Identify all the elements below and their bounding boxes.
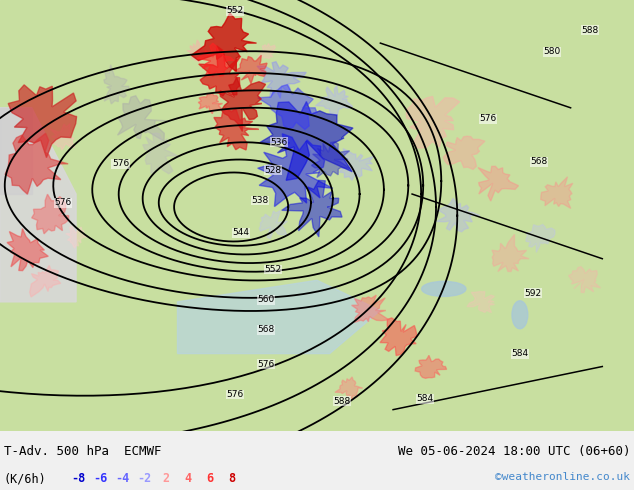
- Polygon shape: [0, 108, 32, 194]
- Polygon shape: [569, 267, 600, 293]
- Text: 544: 544: [233, 228, 249, 237]
- Text: 592: 592: [524, 289, 541, 298]
- Text: 560: 560: [257, 295, 275, 304]
- Text: 588: 588: [333, 396, 351, 406]
- Polygon shape: [492, 234, 529, 271]
- Text: -4: -4: [115, 472, 129, 485]
- Polygon shape: [32, 194, 68, 234]
- Text: 4: 4: [184, 472, 191, 485]
- Text: 576: 576: [112, 159, 129, 169]
- Text: -6: -6: [93, 472, 107, 485]
- Polygon shape: [199, 46, 241, 96]
- Polygon shape: [260, 101, 353, 180]
- Text: 536: 536: [270, 138, 288, 147]
- Text: 584: 584: [416, 394, 434, 403]
- Polygon shape: [5, 133, 68, 194]
- Ellipse shape: [512, 301, 527, 329]
- Polygon shape: [541, 177, 573, 208]
- Text: (K/6h): (K/6h): [4, 472, 47, 485]
- Polygon shape: [436, 198, 480, 232]
- Polygon shape: [257, 62, 306, 98]
- Text: 2: 2: [162, 472, 169, 485]
- Polygon shape: [214, 108, 259, 150]
- Text: 576: 576: [479, 114, 497, 123]
- Polygon shape: [235, 55, 267, 84]
- Polygon shape: [259, 211, 288, 239]
- Ellipse shape: [422, 281, 466, 296]
- Text: 552: 552: [226, 6, 243, 15]
- Polygon shape: [0, 108, 76, 302]
- Polygon shape: [478, 166, 519, 201]
- Polygon shape: [104, 65, 129, 104]
- Text: ©weatheronline.co.uk: ©weatheronline.co.uk: [495, 472, 630, 482]
- Polygon shape: [257, 134, 333, 207]
- Polygon shape: [143, 133, 178, 174]
- Text: 576: 576: [257, 360, 275, 369]
- Text: 588: 588: [581, 25, 598, 35]
- Polygon shape: [117, 96, 166, 141]
- Polygon shape: [220, 77, 266, 131]
- Text: 6: 6: [207, 472, 214, 485]
- Text: 584: 584: [511, 349, 529, 358]
- Polygon shape: [467, 292, 495, 313]
- Polygon shape: [380, 318, 417, 356]
- Polygon shape: [281, 180, 342, 237]
- Polygon shape: [315, 85, 353, 116]
- Text: 576: 576: [55, 198, 72, 207]
- Polygon shape: [50, 123, 75, 150]
- Polygon shape: [30, 265, 61, 297]
- Text: -8: -8: [71, 472, 85, 485]
- Text: 552: 552: [264, 265, 281, 274]
- Polygon shape: [191, 13, 257, 72]
- Polygon shape: [352, 295, 389, 322]
- Polygon shape: [311, 142, 350, 177]
- Text: 568: 568: [257, 325, 275, 334]
- Text: T-Adv. 500 hPa  ECMWF: T-Adv. 500 hPa ECMWF: [4, 445, 162, 458]
- Polygon shape: [526, 224, 555, 252]
- Text: 8: 8: [228, 472, 236, 485]
- Text: 580: 580: [543, 47, 560, 56]
- Text: We 05-06-2024 18:00 UTC (06+60): We 05-06-2024 18:00 UTC (06+60): [398, 445, 630, 458]
- Text: 538: 538: [251, 196, 269, 205]
- Polygon shape: [335, 377, 363, 400]
- Polygon shape: [66, 226, 87, 248]
- Polygon shape: [443, 136, 485, 170]
- Polygon shape: [8, 85, 77, 158]
- Text: 576: 576: [226, 390, 243, 399]
- Polygon shape: [187, 40, 207, 62]
- Polygon shape: [415, 355, 446, 378]
- Polygon shape: [406, 97, 460, 148]
- Polygon shape: [334, 148, 373, 180]
- Text: 528: 528: [264, 166, 281, 175]
- Polygon shape: [7, 229, 48, 270]
- Polygon shape: [178, 280, 380, 354]
- Polygon shape: [197, 43, 234, 76]
- Polygon shape: [198, 93, 223, 114]
- Polygon shape: [257, 44, 278, 58]
- Polygon shape: [258, 85, 317, 129]
- Text: 568: 568: [530, 157, 548, 166]
- Text: -2: -2: [137, 472, 151, 485]
